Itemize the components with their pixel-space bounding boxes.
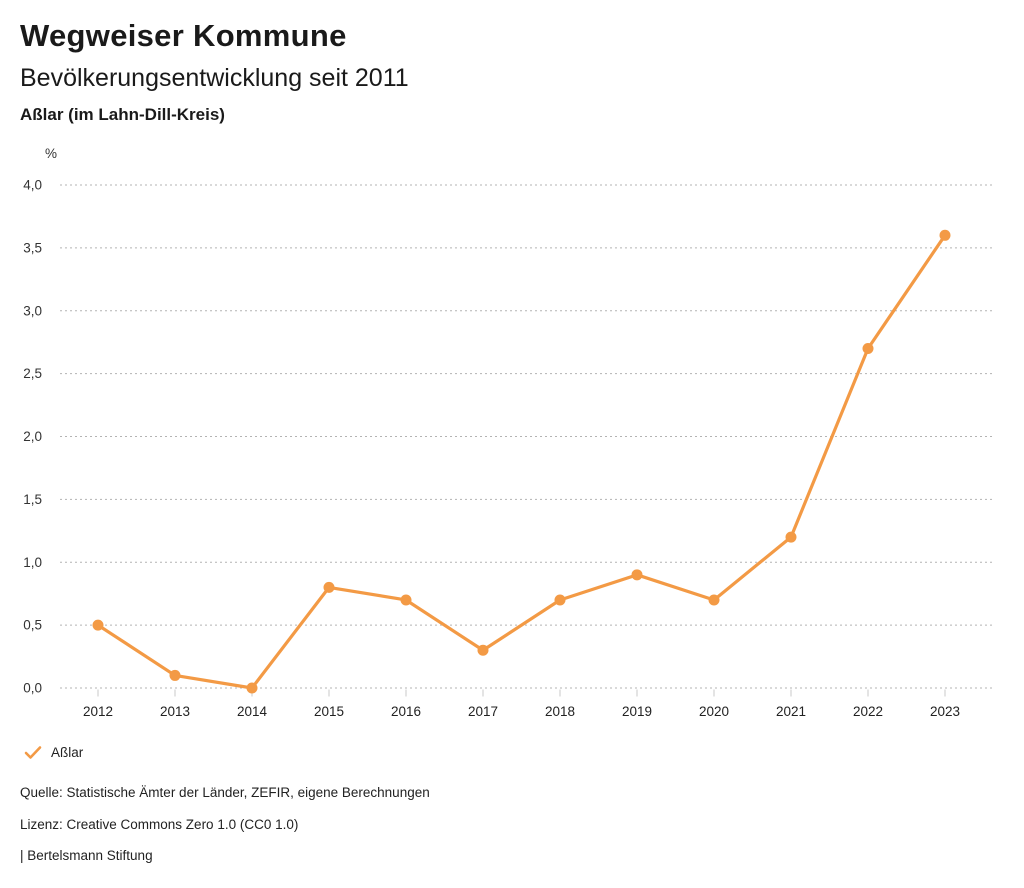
x-tick-label: 2022 (853, 704, 883, 719)
y-axis-unit-label: % (45, 146, 57, 161)
y-tick-label: 0,0 (23, 681, 42, 696)
legend-item-asslar[interactable]: Aßlar (24, 745, 83, 760)
page-title: Wegweiser Kommune (20, 18, 347, 53)
x-tick-label: 2023 (930, 704, 960, 719)
attribution-text: | Bertelsmann Stiftung (20, 848, 153, 863)
y-tick-label: 4,0 (23, 178, 42, 193)
data-point[interactable] (785, 531, 797, 543)
x-tick-label: 2014 (237, 704, 268, 719)
x-tick-label: 2019 (622, 704, 652, 719)
legend-label: Aßlar (51, 745, 84, 760)
data-point[interactable] (554, 594, 566, 606)
x-tick-label: 2015 (314, 704, 344, 719)
data-point[interactable] (323, 581, 335, 593)
source-text: Quelle: Statistische Ämter der Länder, Z… (20, 785, 430, 800)
x-tick-label: 2016 (391, 704, 421, 719)
x-tick-label: 2012 (83, 704, 113, 719)
y-tick-label: 3,5 (23, 240, 42, 255)
x-tick-label: 2021 (776, 704, 806, 719)
data-point[interactable] (708, 594, 720, 606)
y-tick-label: 3,0 (23, 303, 42, 318)
data-point[interactable] (939, 229, 951, 241)
x-tick-label: 2013 (160, 704, 190, 719)
y-tick-label: 1,0 (23, 555, 42, 570)
x-tick-label: 2018 (545, 704, 575, 719)
license-text: Lizenz: Creative Commons Zero 1.0 (CC0 1… (20, 817, 299, 832)
chart-subtitle: Bevölkerungsentwicklung seit 2011 (20, 64, 409, 92)
data-point[interactable] (477, 644, 489, 656)
x-tick-label: 2017 (468, 704, 498, 719)
y-tick-label: 2,5 (23, 366, 42, 381)
region-label: Aßlar (im Lahn-Dill-Kreis) (20, 105, 225, 124)
y-tick-label: 2,0 (23, 429, 42, 444)
data-point[interactable] (400, 594, 412, 606)
data-point[interactable] (631, 569, 643, 581)
y-tick-label: 1,5 (23, 492, 42, 507)
data-point[interactable] (92, 619, 104, 631)
data-point[interactable] (169, 669, 181, 681)
check-icon (24, 746, 42, 759)
x-tick-label: 2020 (699, 704, 729, 719)
data-point[interactable] (246, 682, 258, 694)
data-point[interactable] (862, 342, 874, 354)
series-line (96, 233, 947, 690)
y-tick-label: 0,5 (23, 618, 42, 633)
